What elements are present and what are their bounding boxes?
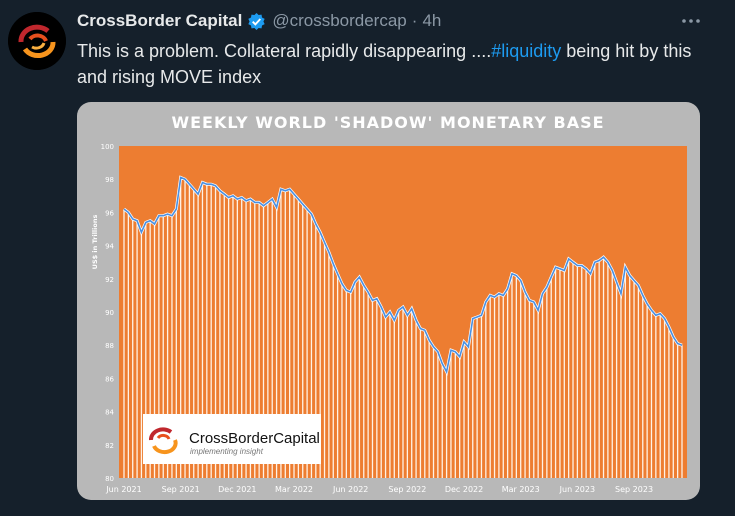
author-handle[interactable]: @crossbordercap (272, 11, 407, 30)
series-line (123, 176, 683, 375)
y-tick-label: 100 (101, 143, 114, 151)
y-tick-label: 94 (105, 243, 114, 251)
x-tick-label: Sep 2022 (388, 485, 426, 494)
x-tick-label: Dec 2022 (445, 485, 483, 494)
avatar[interactable] (8, 12, 66, 70)
chart-title: WEEKLY WORLD 'SHADOW' MONETARY BASE (171, 113, 604, 132)
crossborder-logo-mark-icon: CrossBorderCapital implementing insight (149, 427, 320, 456)
verified-badge-icon (247, 12, 266, 31)
tweet-text-after: being hit by this and rising MOVE index (77, 41, 692, 87)
x-tick-label: Sep 2023 (615, 485, 653, 494)
timestamp[interactable]: 4h (422, 11, 442, 30)
logo-brand-text: CrossBorderCapital (189, 430, 320, 447)
logo-tagline-text: implementing insight (190, 447, 264, 456)
x-tick-label: Sep 2021 (162, 485, 200, 494)
crossborder-logo-watermark: CrossBorderCapital implementing insight (143, 414, 321, 464)
tweet-text: This is a problem. Collateral rapidly di… (77, 38, 717, 90)
tweet-media-image[interactable]: WEEKLY WORLD 'SHADOW' MONETARY BASE 80 82 8… (77, 102, 700, 500)
x-tick-label: Jun 2022 (332, 485, 368, 494)
x-tick-label: Dec 2021 (218, 485, 256, 494)
author-name[interactable]: CrossBorder Capital (77, 11, 243, 30)
x-tick-label: Mar 2023 (502, 485, 540, 494)
y-tick-label: 88 (105, 342, 114, 350)
y-tick-label: 96 (105, 209, 114, 217)
y-axis-label: US$ in Trillions (91, 215, 99, 270)
tweet-header: CrossBorder Capital @crossbordercap · 4h (77, 10, 441, 32)
y-tick-label: 84 (105, 409, 114, 417)
y-tick-label: 80 (105, 475, 114, 483)
crossborder-logo-icon (8, 12, 66, 70)
tweet-text-before: This is a problem. Collateral rapidly di… (77, 41, 492, 61)
y-tick-label: 92 (105, 276, 114, 284)
y-tick-label: 82 (105, 442, 114, 450)
y-tick-label: 98 (105, 176, 114, 184)
more-options-icon[interactable] (680, 12, 702, 30)
separator-dot: · (411, 11, 418, 30)
x-tick-label: Mar 2022 (275, 485, 313, 494)
hashtag-link[interactable]: #liquidity (491, 41, 562, 61)
x-tick-label: Jun 2021 (105, 485, 141, 494)
y-tick-label: 90 (105, 309, 114, 317)
y-tick-label: 86 (105, 375, 114, 383)
x-tick-label: Jun 2023 (559, 485, 595, 494)
